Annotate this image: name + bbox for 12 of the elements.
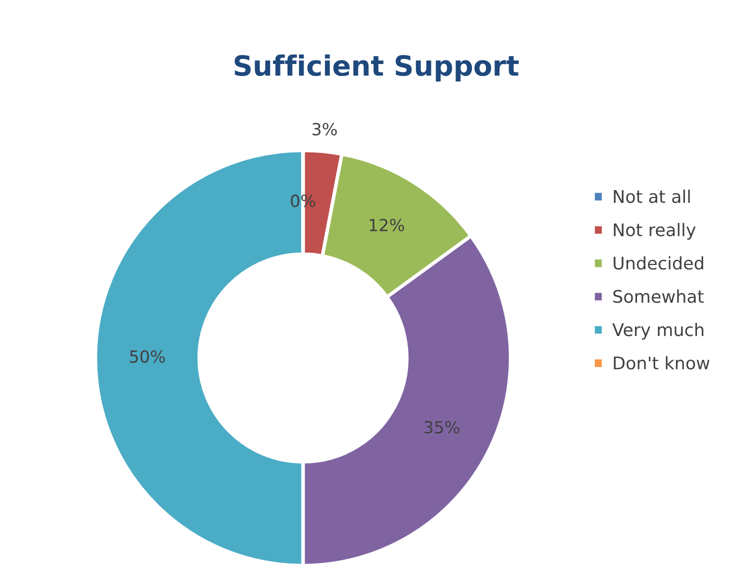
data-label: 3% [312, 122, 337, 136]
data-label: 50% [130, 350, 165, 363]
chart-title: Sufficient Support [234, 54, 519, 82]
legend-label: Very much [612, 322, 704, 340]
legend-label: Undecided [614, 256, 704, 270]
data-label: 12% [370, 218, 404, 232]
text: 0% [290, 194, 316, 208]
legend-label: Don't know [614, 356, 710, 370]
data-label: 35% [424, 420, 460, 434]
legend-label: Not really [614, 222, 696, 240]
legend-label: Somewhat [613, 290, 704, 303]
legend-label: Not at all [614, 190, 690, 204]
